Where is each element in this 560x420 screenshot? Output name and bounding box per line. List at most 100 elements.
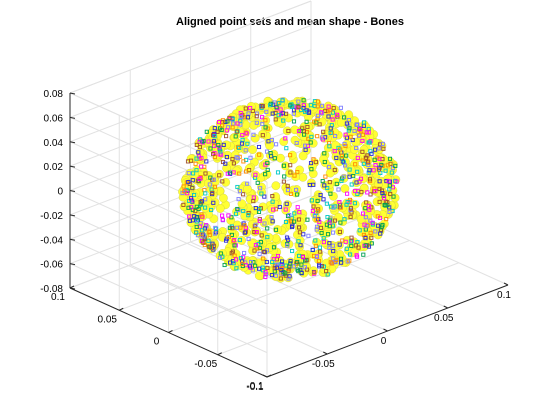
aligned-point-marker bbox=[279, 262, 284, 267]
aligned-point-marker bbox=[283, 273, 288, 278]
aligned-point-marker bbox=[285, 183, 290, 188]
aligned-point-marker bbox=[235, 184, 240, 190]
aligned-point-marker bbox=[296, 217, 302, 222]
aligned-point-marker bbox=[313, 243, 318, 248]
aligned-point-marker bbox=[199, 164, 204, 169]
x-tick-mark bbox=[503, 282, 509, 286]
aligned-point-marker bbox=[181, 184, 186, 189]
aligned-point-marker bbox=[237, 189, 242, 194]
aligned-point-marker bbox=[340, 159, 345, 164]
wall-gridline-z bbox=[69, 214, 268, 305]
aligned-point-marker bbox=[381, 146, 386, 151]
wall-gridline-z bbox=[69, 73, 312, 167]
aligned-point-marker bbox=[221, 142, 226, 147]
aligned-point-marker bbox=[185, 159, 191, 164]
wall-gridline-z bbox=[69, 49, 312, 143]
aligned-point-marker bbox=[237, 171, 242, 176]
aligned-point-marker bbox=[338, 105, 343, 110]
x-tick-mark bbox=[262, 374, 268, 378]
aligned-point-marker bbox=[269, 215, 274, 220]
aligned-point-marker bbox=[257, 245, 262, 251]
aligned-point-marker bbox=[271, 207, 276, 212]
aligned-point-marker bbox=[199, 232, 204, 237]
aligned-point-marker bbox=[360, 149, 365, 154]
aligned-point-marker bbox=[227, 225, 232, 230]
aligned-point-marker bbox=[355, 191, 360, 196]
aligned-point-marker bbox=[241, 208, 246, 214]
aligned-point-marker bbox=[387, 156, 393, 161]
aligned-point-marker bbox=[181, 202, 186, 207]
aligned-point-marker bbox=[310, 247, 315, 252]
x-tick-label: -0.1 bbox=[246, 382, 264, 393]
axes-lines bbox=[69, 92, 509, 378]
aligned-point-marker bbox=[297, 225, 302, 230]
aligned-point-marker bbox=[325, 215, 330, 220]
aligned-point-marker bbox=[318, 110, 324, 115]
aligned-point-marker bbox=[211, 200, 216, 205]
aligned-point-marker bbox=[353, 188, 358, 194]
aligned-point-marker bbox=[320, 179, 325, 184]
aligned-point-marker bbox=[264, 109, 269, 114]
aligned-point-marker bbox=[233, 211, 239, 216]
aligned-point-marker bbox=[315, 104, 320, 109]
aligned-point-marker bbox=[353, 162, 358, 167]
aligned-point-marker bbox=[288, 259, 293, 264]
aligned-point-marker bbox=[311, 157, 316, 162]
aligned-point-marker bbox=[231, 161, 236, 166]
aligned-point-marker bbox=[251, 199, 256, 204]
aligned-point-marker bbox=[379, 224, 384, 229]
aligned-point-marker bbox=[345, 191, 350, 196]
aligned-point-marker bbox=[295, 170, 300, 175]
aligned-point-marker bbox=[336, 187, 341, 192]
aligned-point-marker bbox=[362, 222, 367, 227]
aligned-point-marker bbox=[317, 245, 322, 250]
aligned-point-marker bbox=[259, 191, 264, 196]
aligned-point-marker bbox=[229, 232, 234, 237]
aligned-point-marker bbox=[213, 225, 218, 230]
aligned-point-marker bbox=[394, 179, 399, 184]
y-tick-mark bbox=[217, 352, 222, 356]
aligned-point-marker bbox=[313, 238, 318, 243]
aligned-point-marker bbox=[220, 213, 225, 218]
aligned-point-marker bbox=[344, 121, 349, 126]
aligned-point-marker bbox=[254, 120, 259, 125]
aligned-point-marker bbox=[387, 183, 392, 188]
aligned-point-marker bbox=[373, 163, 378, 168]
aligned-point-marker bbox=[333, 133, 338, 139]
mean-shape-patch bbox=[261, 116, 271, 125]
aligned-point-marker bbox=[196, 179, 201, 184]
aligned-point-marker bbox=[230, 156, 235, 162]
aligned-point-marker bbox=[321, 236, 326, 241]
aligned-point-marker bbox=[283, 136, 288, 141]
aligned-point-marker bbox=[217, 173, 222, 178]
aligned-point-marker bbox=[235, 129, 240, 134]
aligned-point-marker bbox=[319, 230, 324, 236]
mean-shape-patch bbox=[265, 243, 275, 252]
aligned-point-marker bbox=[237, 145, 242, 150]
aligned-point-marker bbox=[378, 231, 383, 236]
aligned-point-marker bbox=[206, 244, 211, 249]
aligned-point-marker bbox=[375, 223, 381, 228]
aligned-point-marker bbox=[263, 125, 268, 130]
aligned-point-marker bbox=[331, 205, 336, 210]
x-tick-mark bbox=[443, 305, 448, 309]
aligned-point-marker bbox=[363, 206, 368, 211]
tick-labels: -0.1-0.0500.050.1-0.1-0.0500.050.1-0.08-… bbox=[40, 89, 511, 393]
aligned-point-marker bbox=[288, 103, 293, 108]
aligned-point-marker bbox=[263, 274, 268, 279]
aligned-point-marker bbox=[187, 214, 192, 219]
aligned-point-marker bbox=[280, 98, 285, 103]
z-tick-mark bbox=[69, 141, 76, 144]
aligned-point-marker bbox=[344, 246, 349, 251]
aligned-point-marker bbox=[303, 109, 308, 115]
aligned-point-marker bbox=[295, 105, 300, 110]
aligned-point-marker bbox=[304, 258, 309, 263]
aligned-point-marker bbox=[314, 217, 319, 222]
z-tick-label: -0.08 bbox=[40, 284, 63, 295]
aligned-point-marker bbox=[261, 256, 266, 261]
aligned-point-marker bbox=[354, 145, 359, 151]
aligned-point-marker bbox=[197, 145, 202, 150]
aligned-point-marker bbox=[191, 171, 196, 176]
aligned-point-marker bbox=[242, 223, 247, 228]
aligned-point-marker bbox=[207, 230, 212, 235]
